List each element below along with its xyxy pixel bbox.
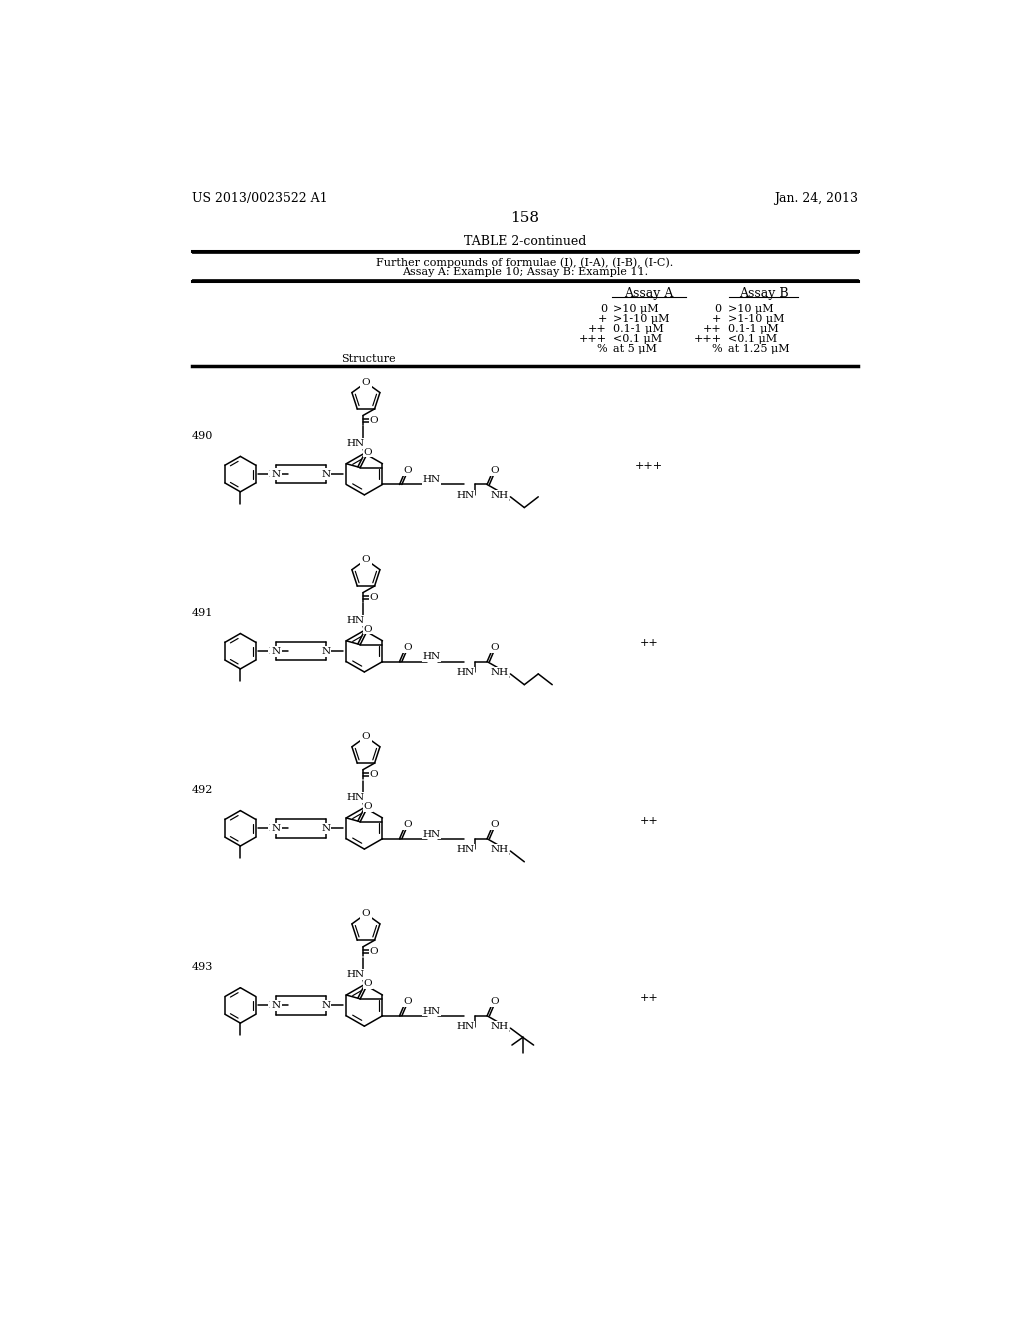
Text: O: O <box>364 624 373 634</box>
Text: O: O <box>490 820 499 829</box>
Text: N: N <box>322 470 330 479</box>
Text: >10 μM: >10 μM <box>728 305 773 314</box>
Text: Assay A: Example 10; Assay B: Example 11.: Assay A: Example 10; Assay B: Example 11… <box>401 267 648 277</box>
Text: <0.1 μM: <0.1 μM <box>613 334 663 345</box>
Text: Jan. 24, 2013: Jan. 24, 2013 <box>774 191 858 205</box>
Text: at 5 μM: at 5 μM <box>613 345 657 354</box>
Text: HN: HN <box>422 475 440 484</box>
Text: O: O <box>403 998 412 1006</box>
Text: N: N <box>322 1001 330 1010</box>
Text: N: N <box>271 1001 281 1010</box>
Text: O: O <box>403 643 412 652</box>
Text: O: O <box>370 593 378 602</box>
Text: O: O <box>490 998 499 1006</box>
Text: N: N <box>271 824 281 833</box>
Text: 0: 0 <box>600 305 607 314</box>
Text: O: O <box>370 770 378 779</box>
Text: N: N <box>322 647 330 656</box>
Text: Structure: Structure <box>341 354 395 364</box>
Text: ++: ++ <box>588 325 607 334</box>
Text: O: O <box>364 801 373 810</box>
Text: O: O <box>370 946 378 956</box>
Text: 493: 493 <box>191 962 213 972</box>
Text: 492: 492 <box>191 785 213 795</box>
Text: US 2013/0023522 A1: US 2013/0023522 A1 <box>191 191 328 205</box>
Text: O: O <box>361 556 371 564</box>
Text: +++: +++ <box>579 334 607 345</box>
Text: %: % <box>711 345 722 354</box>
Text: O: O <box>361 733 371 741</box>
Text: +: + <box>713 314 722 325</box>
Text: O: O <box>361 378 371 387</box>
Text: 0.1-1 μM: 0.1-1 μM <box>613 325 664 334</box>
Text: ++: ++ <box>639 993 658 1003</box>
Text: TABLE 2-continued: TABLE 2-continued <box>464 235 586 248</box>
Text: >10 μM: >10 μM <box>613 305 658 314</box>
Text: Assay B: Assay B <box>738 286 788 300</box>
Text: HN: HN <box>346 793 365 803</box>
Text: <0.1 μM: <0.1 μM <box>728 334 777 345</box>
Text: NH: NH <box>490 1022 509 1031</box>
Text: O: O <box>364 447 373 457</box>
Text: +++: +++ <box>693 334 722 345</box>
Text: N: N <box>268 824 278 833</box>
Text: HN: HN <box>346 616 365 624</box>
Text: HN: HN <box>457 1022 474 1031</box>
Text: NH: NH <box>490 668 509 677</box>
Text: N: N <box>271 647 281 656</box>
Text: NH: NH <box>490 491 509 500</box>
Text: O: O <box>490 643 499 652</box>
Text: 158: 158 <box>510 211 540 226</box>
Text: at 1.25 μM: at 1.25 μM <box>728 345 790 354</box>
Text: 491: 491 <box>191 607 213 618</box>
Text: HN: HN <box>457 668 474 677</box>
Text: 490: 490 <box>191 430 213 441</box>
Text: HN: HN <box>346 970 365 979</box>
Text: N: N <box>268 647 278 656</box>
Text: N: N <box>271 470 281 479</box>
Text: O: O <box>403 820 412 829</box>
Text: N: N <box>322 824 330 833</box>
Text: HN: HN <box>422 829 440 838</box>
Text: 0.1-1 μM: 0.1-1 μM <box>728 325 778 334</box>
Text: HN: HN <box>457 845 474 854</box>
Text: +++: +++ <box>635 462 663 471</box>
Text: O: O <box>370 416 378 425</box>
Text: HN: HN <box>422 652 440 661</box>
Text: O: O <box>361 909 371 919</box>
Text: O: O <box>490 466 499 475</box>
Text: N: N <box>268 1001 278 1010</box>
Text: ++: ++ <box>639 639 658 648</box>
Text: HN: HN <box>346 438 365 447</box>
Text: HN: HN <box>422 1007 440 1015</box>
Text: +: + <box>598 314 607 325</box>
Text: >1-10 μM: >1-10 μM <box>728 314 784 325</box>
Text: N: N <box>268 470 278 479</box>
Text: ++: ++ <box>639 816 658 825</box>
Text: Assay A: Assay A <box>624 286 674 300</box>
Text: O: O <box>364 979 373 987</box>
Text: NH: NH <box>490 845 509 854</box>
Text: HN: HN <box>457 491 474 500</box>
Text: %: % <box>596 345 607 354</box>
Text: 0: 0 <box>715 305 722 314</box>
Text: O: O <box>403 466 412 475</box>
Text: >1-10 μM: >1-10 μM <box>613 314 670 325</box>
Text: Further compounds of formulae (I), (I-A), (I-B), (I-C).: Further compounds of formulae (I), (I-A)… <box>376 257 674 268</box>
Text: ++: ++ <box>702 325 722 334</box>
